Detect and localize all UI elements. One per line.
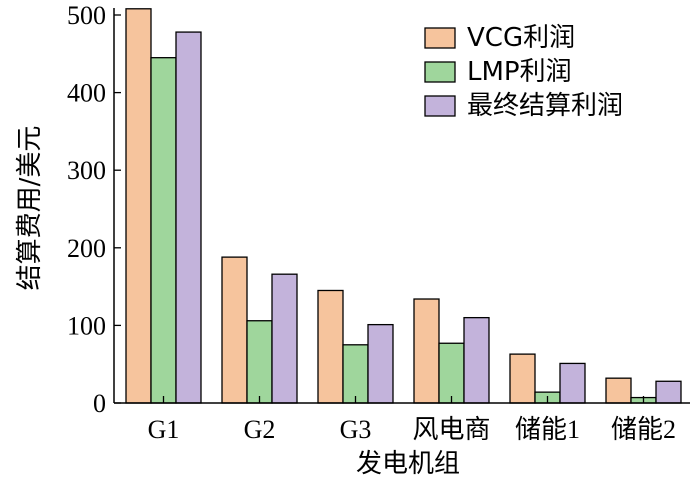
bar-G2-VCG利润: [221, 256, 248, 404]
legend-label: 最终结算利润: [467, 91, 623, 121]
bar-G1-LMP利润: [150, 57, 177, 404]
axes-layer: [113, 8, 690, 404]
y-tick-label: 100: [67, 311, 106, 340]
bar-G3-最终结算利润: [367, 323, 394, 404]
bar-G1-VCG利润: [125, 8, 152, 404]
bar-储能2-最终结算利润: [655, 380, 682, 404]
y-tick-label: 300: [67, 156, 106, 185]
bar-储能1-最终结算利润: [559, 362, 586, 404]
y-tick-label: 500: [67, 1, 106, 30]
legend-label: VCG利润: [467, 23, 575, 53]
bars-layer: [125, 8, 682, 404]
x-tick-label: 储能1: [515, 415, 580, 444]
legend-label: LMP利润: [467, 57, 572, 87]
bar-储能2-VCG利润: [605, 377, 632, 404]
bar-风电商-LMP利润: [438, 342, 465, 404]
bar-风电商-最终结算利润: [463, 316, 490, 404]
y-tick-label: 400: [67, 79, 106, 108]
y-axis-label: 结算费用/美元: [15, 126, 45, 291]
x-tick-label: 风电商: [412, 415, 490, 444]
legend-swatch: [424, 95, 456, 117]
bar-G3-VCG利润: [317, 289, 344, 404]
bar-G2-LMP利润: [246, 320, 273, 404]
bar-G1-最终结算利润: [175, 31, 202, 404]
x-axis-label: 发电机组: [356, 449, 460, 479]
x-tick-label: G3: [340, 415, 372, 444]
y-tick-label: 0: [93, 389, 106, 418]
x-tick-label: G1: [148, 415, 180, 444]
bar-G3-LMP利润: [342, 344, 369, 404]
x-tick-label: 储能2: [611, 415, 676, 444]
ticks-layer: G1 G2 G3 风电商 储能1 储能2 0 100 200 300 400 500: [67, 1, 676, 444]
legend-swatch: [424, 27, 456, 49]
bar-储能1-VCG利润: [509, 353, 536, 404]
legend-swatch: [424, 61, 456, 83]
x-tick-label: G2: [244, 415, 276, 444]
y-tick-label: 200: [67, 234, 106, 263]
bar-G2-最终结算利润: [271, 273, 298, 404]
bar-风电商-VCG利润: [413, 298, 440, 404]
